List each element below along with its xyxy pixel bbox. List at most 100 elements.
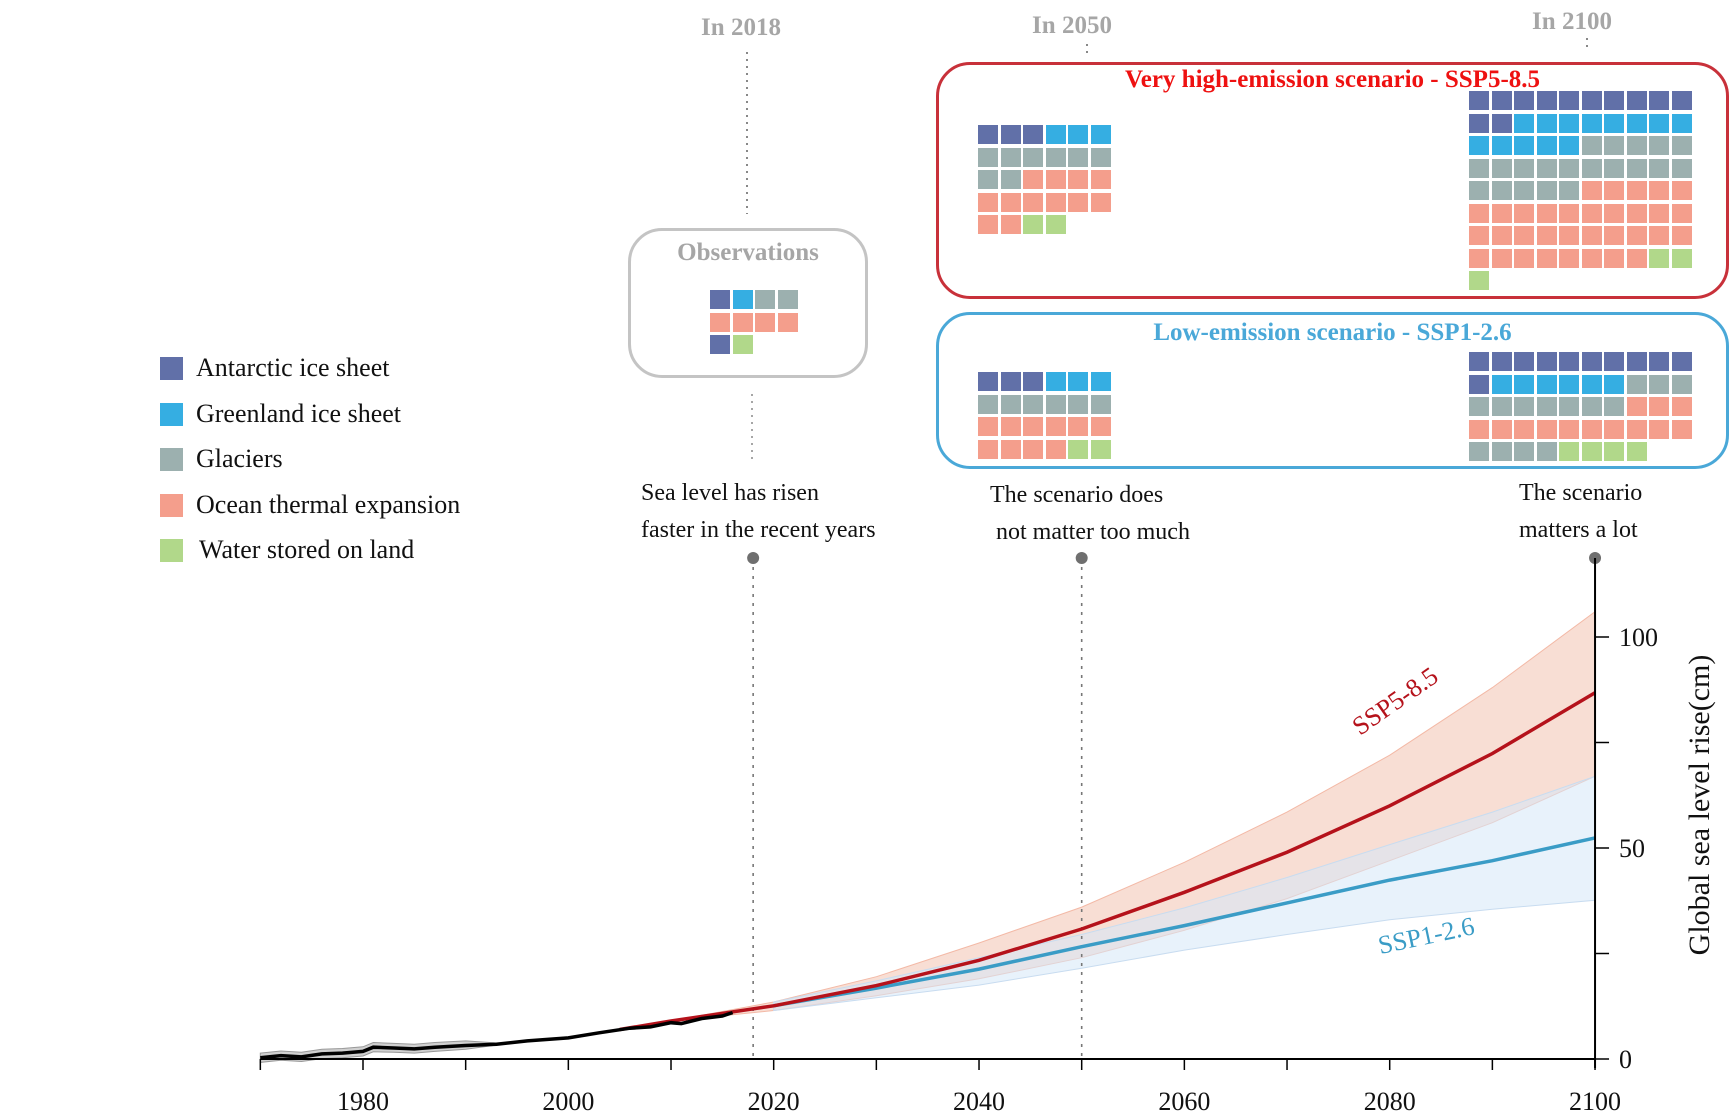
waffle-cell-ocean [1514, 248, 1534, 268]
observations-waffle [710, 290, 798, 354]
waffle-cell-greenland [732, 290, 753, 309]
waffle-cell-land [1469, 271, 1489, 290]
waffle-cell-glaciers [1536, 181, 1557, 200]
waffle-cell-greenland [1536, 136, 1557, 155]
waffle-cell-ocean [1626, 248, 1647, 268]
antarctic-swatch-icon [160, 356, 183, 380]
waffle-cell-glaciers [777, 290, 798, 309]
waffle-cell-antarctic [1023, 372, 1043, 391]
waffle-cell-greenland [1045, 125, 1066, 144]
waffle-cell-greenland [1090, 372, 1111, 391]
land-swatch-icon [160, 538, 183, 562]
waffle-cell-ocean [1626, 226, 1647, 245]
note-2100-line-2: matters a lot [1519, 517, 1638, 543]
waffle-cell-ocean [1604, 248, 1624, 268]
waffle-cell-greenland [1514, 113, 1534, 133]
waffle-cell-greenland [1045, 372, 1066, 391]
ssp126-line [773, 836, 1596, 1008]
waffle-cell-ocean [1000, 192, 1021, 212]
waffle-cell-greenland [1671, 113, 1692, 133]
waffle-cell-greenland [1068, 125, 1088, 144]
waffle-cell-ocean [1581, 419, 1602, 439]
y-tick-label: 0 [1619, 1045, 1632, 1074]
legend-item-greenland: Greenland ice sheet [160, 399, 402, 428]
ssp585-title: Very high-emission scenario - SSP5-8.5 [1124, 66, 1541, 93]
waffle-cell-antarctic [1514, 352, 1534, 371]
waffle-cell-glaciers [978, 170, 998, 189]
x-tick-label: 2000 [542, 1087, 594, 1113]
waffle-cell-ocean [1469, 203, 1489, 223]
waffle-cell-antarctic [1000, 125, 1021, 144]
waffle-cell-glaciers [1514, 181, 1534, 200]
waffle-cell-greenland [1559, 113, 1579, 133]
waffle-cell-antarctic [1491, 113, 1512, 133]
waffle-cell-ocean [1559, 419, 1579, 439]
waffle-cell-glaciers [1559, 181, 1579, 200]
legend-item-ocean: Ocean thermal expansion [160, 490, 460, 519]
waffle-cell-glaciers [1514, 442, 1534, 461]
waffle-cell-glaciers [1581, 158, 1602, 178]
waffle-cell-antarctic [710, 290, 730, 309]
waffle-cell-glaciers [1469, 442, 1489, 461]
waffle-cell-glaciers [1559, 158, 1579, 178]
waffle-cell-ocean [1626, 397, 1647, 416]
glaciers-swatch-icon [160, 447, 183, 471]
legend-label: Greenland ice sheet [196, 399, 402, 428]
waffle-cell-ocean [1000, 215, 1021, 234]
marker-dot-2050 [1075, 552, 1088, 564]
x-tick-label: 2100 [1569, 1087, 1621, 1113]
waffle-cell-ocean [1671, 397, 1692, 416]
waffle-cell-ocean [1000, 417, 1021, 436]
waffle-cell-ocean [1000, 439, 1021, 459]
waffle-cell-land [1671, 248, 1692, 268]
waffle-cell-ocean [1045, 417, 1066, 436]
waffle-cell-antarctic [1581, 91, 1602, 110]
ssp126-2100-waffle [1469, 352, 1692, 461]
waffle-cell-antarctic [1469, 113, 1489, 133]
waffle-cell-ocean [1649, 419, 1669, 439]
waffle-cell-ocean [1536, 203, 1557, 223]
waffle-cell-ocean [1469, 226, 1489, 245]
waffle-cell-greenland [1626, 113, 1647, 133]
waffle-cell-ocean [1626, 203, 1647, 223]
waffle-cell-antarctic [1604, 352, 1624, 371]
waffle-cell-antarctic [1491, 352, 1512, 371]
waffle-cell-antarctic [1469, 374, 1489, 394]
waffle-cell-ocean [1581, 226, 1602, 245]
waffle-cell-ocean [1626, 181, 1647, 200]
waffle-cell-greenland [1514, 374, 1534, 394]
ssp126-title: Low-emission scenario - SSP1-2.6 [1153, 319, 1512, 346]
waffle-cell-ocean [755, 312, 775, 332]
waffle-cell-ocean [1068, 417, 1088, 436]
ssp585-box: Very high-emission scenario - SSP5-8.5 [936, 62, 1729, 299]
ssp585-uncertainty-band [619, 610, 1596, 1030]
waffle-cell-glaciers [1090, 147, 1111, 167]
waffle-cell-ocean [1626, 419, 1647, 439]
waffle-cell-antarctic [1469, 91, 1489, 110]
legend-item-glaciers: Glaciers [160, 444, 283, 473]
waffle-cell-ocean [1604, 419, 1624, 439]
waffle-cell-ocean [1045, 170, 1066, 189]
waffle-cell-greenland [1604, 113, 1624, 133]
waffle-cell-ocean [1536, 419, 1557, 439]
waffle-cell-glaciers [1649, 374, 1669, 394]
waffle-cell-glaciers [1491, 397, 1512, 416]
waffle-cell-antarctic [1604, 91, 1624, 110]
waffle-cell-glaciers [1604, 158, 1624, 178]
waffle-cell-glaciers [1514, 158, 1534, 178]
waffle-cell-glaciers [1023, 147, 1043, 167]
ssp585-2050-waffle [978, 125, 1111, 234]
waffle-cell-greenland [1559, 136, 1579, 155]
waffle-cell-ocean [1491, 203, 1512, 223]
waffle-cell-ocean [1023, 417, 1043, 436]
waffle-cell-antarctic [1649, 91, 1669, 110]
waffle-cell-ocean [1649, 181, 1669, 200]
waffle-cell-glaciers [1491, 181, 1512, 200]
waffle-cell-ocean [1649, 226, 1669, 245]
waffle-cell-ocean [777, 312, 798, 332]
waffle-cell-land [1626, 442, 1647, 461]
waffle-cell-ocean [1536, 226, 1557, 245]
waffle-cell-land [1090, 439, 1111, 459]
note-2100-line-1: The scenario [1519, 480, 1643, 506]
ocean-swatch-icon [160, 493, 183, 517]
